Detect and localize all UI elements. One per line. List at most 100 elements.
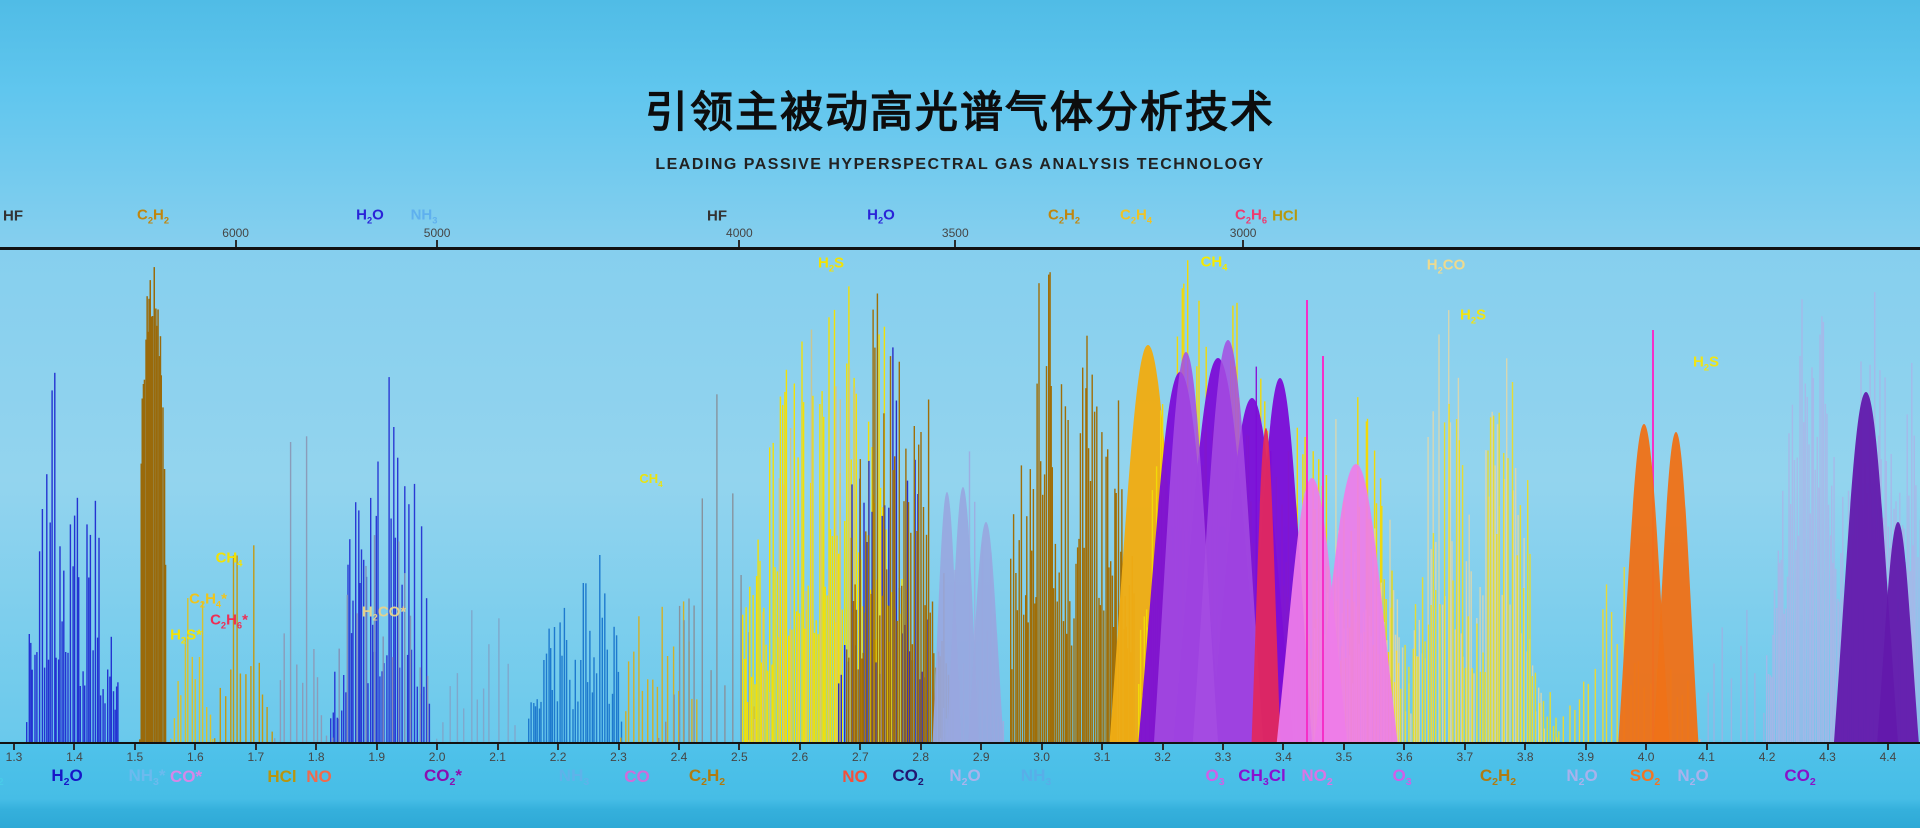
spectral-line [1531,676,1533,742]
spectral-line [404,573,406,742]
spectral-line [889,707,891,742]
spectrum-annotation: H2S* [170,626,202,646]
spectral-line [28,634,30,742]
spectral-line [1700,739,1702,742]
wavenumber-axis-line [0,247,1920,250]
spectral-line [410,649,413,742]
spectral-line [919,679,921,742]
spectral-line [1113,627,1115,742]
spectral-line [391,657,394,742]
spectral-line [471,610,473,742]
spectral-line [147,331,149,742]
spectral-line [828,569,830,742]
spectral-line [370,497,372,742]
spectral-line [1049,272,1051,742]
spectral-line [701,498,703,742]
spectral-line [656,686,659,742]
spectral-line [1058,572,1060,742]
spectral-line [406,654,409,742]
wavelength-tick-label: 2.7 [851,750,869,764]
spectral-line [1457,377,1460,742]
spectral-line [1767,674,1770,742]
spectral-line [591,692,594,742]
spectral-line [78,577,80,742]
spectral-line [903,501,905,742]
wavelength-tick-label: 4.1 [1698,750,1715,764]
spectral-line [1078,538,1080,742]
spectral-line [1809,513,1811,742]
spectral-line [163,469,166,742]
spectral-line [551,690,553,742]
spectral-line [1821,316,1823,742]
spectral-line [1713,663,1715,742]
spectral-line [1441,604,1444,742]
spectral-line [92,650,94,742]
spectral-line [778,478,780,742]
spectral-line [1507,458,1509,742]
wavelength-tick-label: 3.1 [1093,750,1111,764]
spectral-line [1838,601,1840,742]
wavelength-tick-label: 4.0 [1637,750,1655,764]
gas-label-top: H2O [867,206,895,226]
spectral-line [397,457,399,742]
spectral-line [332,712,334,742]
spectral-line [807,585,809,742]
spectral-line [390,518,392,742]
spectral-line [271,731,273,742]
spectral-line [888,605,890,742]
spectral-line [891,592,893,742]
spectral-line [925,534,928,742]
spectral-line [1139,629,1142,742]
spectral-line [815,620,817,742]
spectral-line [1424,641,1426,742]
wavelength-tick-label: 1.6 [187,750,204,764]
spectral-line [41,509,44,742]
spectral-line [283,633,285,742]
spectral-line [620,721,623,742]
spectral-line [864,612,866,742]
spectral-line [1393,682,1396,742]
spectral-line [358,510,360,742]
spectral-line [379,676,381,742]
spectral-line [673,694,675,742]
spectral-line [1012,514,1015,742]
spectral-line [863,502,865,742]
spectral-line [1452,580,1454,742]
gas-label-bottom: NO [842,767,868,786]
spectral-line [620,737,622,742]
spectral-line [334,671,336,742]
wavelength-tick [133,744,136,750]
spectral-line [840,674,842,742]
spectral-line [844,645,846,742]
spectral-line [1018,540,1020,742]
spectral-line [408,504,410,742]
spectral-line [1073,618,1075,742]
spectral-line [924,605,926,742]
spectral-line [145,339,147,742]
wavenumber-tick-label: 5000 [423,226,451,240]
wavelength-tick-label: 2.5 [731,750,748,764]
spectral-envelope [1877,522,1919,742]
spectral-line [921,671,923,742]
spectral-line [382,636,384,742]
spectral-line [49,522,51,742]
spectral-line [760,662,763,742]
spectral-line [155,308,157,742]
spectral-line [569,679,571,742]
spectral-line [693,605,695,742]
spectral-envelope [1653,432,1699,742]
spectral-line [548,628,550,742]
gas-label-bottom: CO* [169,767,203,786]
wavelength-tick [980,744,983,750]
spectral-line [320,715,323,742]
spectral-line [107,669,109,742]
spectral-line [907,502,910,742]
spectral-line [870,593,872,742]
spectral-line [59,546,61,742]
spectral-line [823,416,825,742]
spectral-line [225,696,227,742]
spectral-line [901,585,903,742]
wavelength-tick-label: 2.2 [549,750,567,764]
spectral-line [1062,621,1065,742]
spectral-line [585,583,587,742]
